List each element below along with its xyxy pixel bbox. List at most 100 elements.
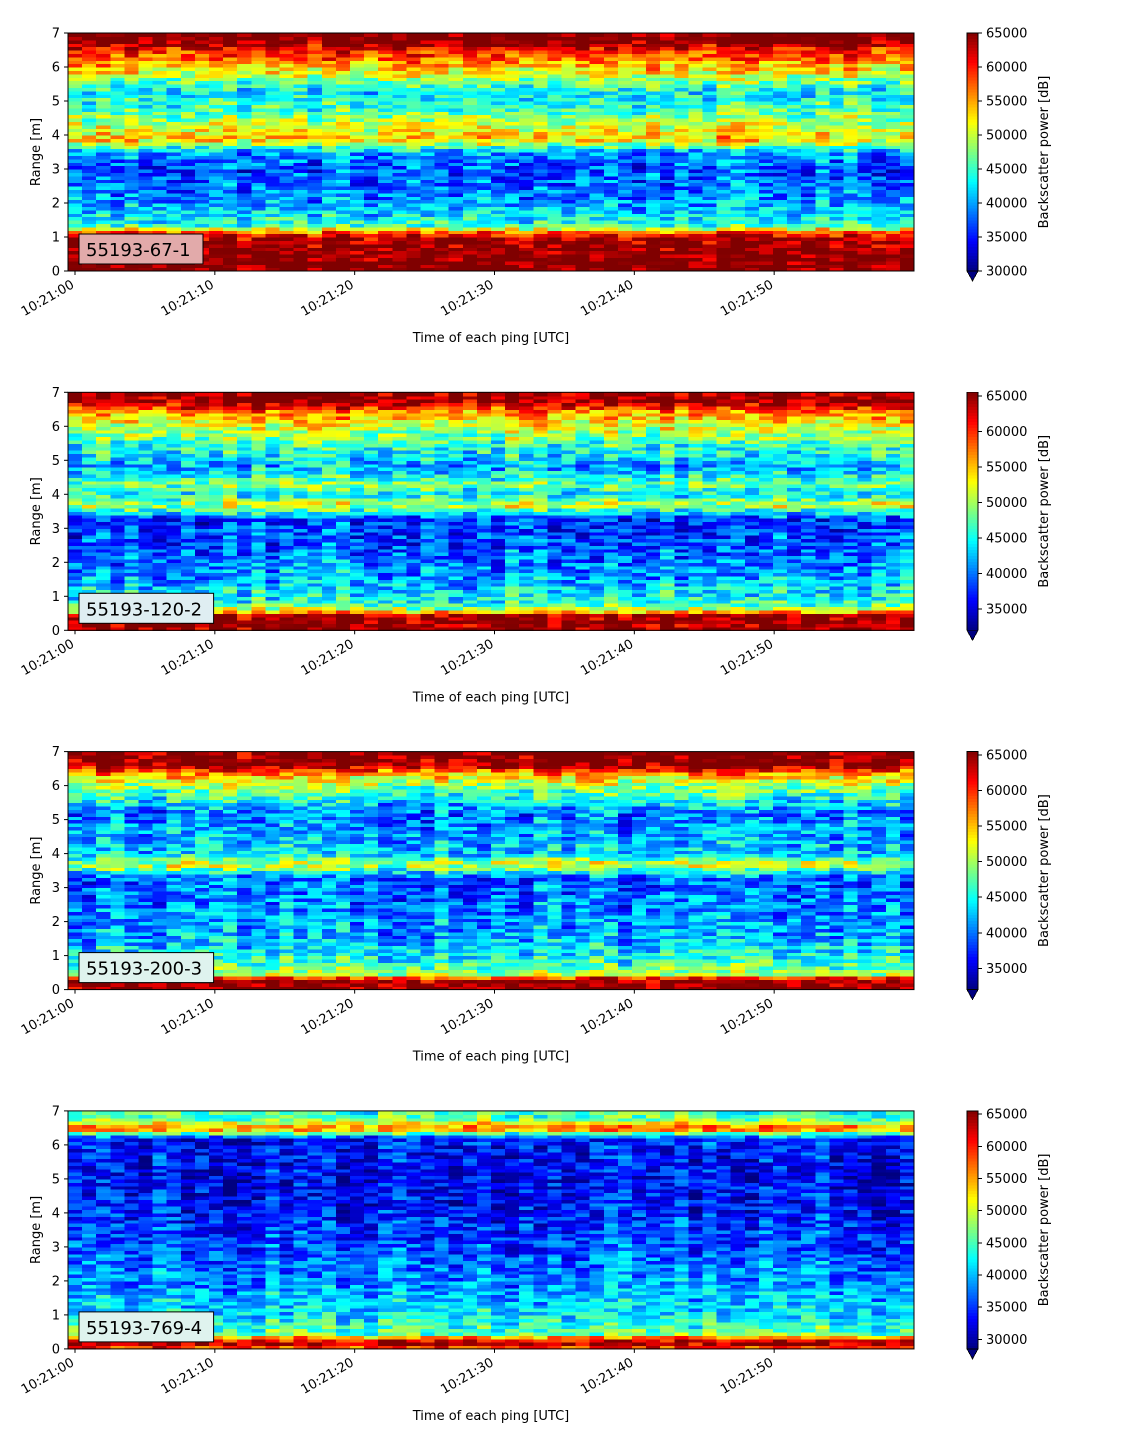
heatmap-cell [632,121,647,126]
heatmap-cell [406,213,422,218]
heatmap-cell [533,264,548,269]
heatmap-cell [674,104,689,109]
heatmap-cell [617,189,633,194]
heatmap-cell [68,80,83,85]
heatmap-cell [194,80,210,85]
heatmap-cell [561,36,577,41]
heatmap-cell [364,264,379,269]
heatmap-cell [209,121,224,126]
heatmap-cell [519,87,534,92]
heatmap-cell [491,63,506,68]
heatmap-cell [251,165,266,170]
heatmap-cell [82,53,97,58]
heatmap-cell [505,223,520,228]
heatmap-cell [589,158,605,163]
heatmap-cell [124,87,140,92]
heatmap-cell [533,240,548,245]
heatmap-cell [589,189,605,194]
heatmap-cell [547,70,563,75]
heatmap-cell [476,172,492,177]
heatmap-cell [505,257,520,262]
heatmap-cell [829,158,845,163]
heatmap-cell [406,145,422,150]
heatmap-cell [406,43,422,48]
heatmap-cell [519,165,534,170]
heatmap-cell [575,165,591,170]
heatmap-cell [561,243,577,248]
heatmap-cell [96,480,111,485]
heatmap-cell [420,172,436,177]
heatmap-cell [448,128,464,133]
heatmap-cell [505,237,520,241]
heatmap-cell [209,43,224,48]
heatmap-cell [237,196,252,201]
heatmap-cell [758,250,774,255]
heatmap-cell [209,111,224,116]
heatmap-cell [307,257,323,262]
heatmap-cell [688,250,704,255]
heatmap-cell [632,199,647,204]
heatmap-cell [180,97,196,102]
heatmap-cell [265,87,281,92]
heatmap-cell [519,264,534,269]
heatmap-cell [716,33,732,37]
heatmap-cell [462,84,478,88]
heatmap-cell [448,43,464,48]
heatmap-cell [350,155,365,160]
heatmap-cell [321,199,337,204]
heatmap-cell [462,237,478,241]
heatmap-cell [251,73,266,78]
heatmap-cell [166,223,182,228]
heatmap-cell [547,128,563,133]
heatmap-cell [293,138,309,143]
colorbar-tick-label: 50000 [986,129,1027,144]
heatmap-cell [237,73,252,78]
heatmap-cell [138,33,154,37]
heatmap-cell [293,43,309,48]
heatmap-cell [82,118,97,122]
heatmap-cell [180,463,196,468]
heatmap-cell [758,158,774,163]
heatmap-cell [617,84,633,88]
heatmap-cell [505,240,520,245]
heatmap-cell [364,192,379,197]
heatmap-cell [491,128,506,133]
heatmap-cell [462,148,478,153]
heatmap-cell [674,237,689,241]
heatmap-cell [265,192,281,197]
heatmap-cell [378,46,393,51]
heatmap-cell [293,240,309,245]
heatmap-cell [293,155,309,160]
heatmap-cell [603,203,619,207]
heatmap-cell [603,165,619,170]
heatmap-cell [321,87,337,92]
heatmap-cell [420,220,436,224]
heatmap-cell [843,243,859,248]
heatmap-cell [758,233,774,238]
heatmap-cell [434,39,450,44]
heatmap-cell [279,101,295,105]
heatmap-cell [702,199,718,204]
heatmap-cell [420,203,436,207]
heatmap-cell [152,70,168,75]
heatmap-cell [406,114,422,119]
heatmap-cell [505,196,520,201]
heatmap-cell [462,114,478,119]
heatmap-cell [293,158,309,163]
heatmap-cell [392,175,407,180]
heatmap-cell [307,206,323,211]
heatmap-cell [251,230,266,235]
heatmap-cell [716,216,732,221]
heatmap-cell [660,226,675,231]
heatmap-cell [434,135,450,139]
heatmap-cell [378,267,393,272]
heatmap-cell [364,158,379,163]
heatmap-cell [505,189,520,194]
heatmap-cell [434,175,450,180]
heatmap-cell [209,260,224,265]
heatmap-cell [279,192,295,197]
heatmap-cell [885,192,901,197]
heatmap-cell [674,243,689,248]
heatmap-cell [180,412,196,417]
heatmap-cell [237,243,252,248]
